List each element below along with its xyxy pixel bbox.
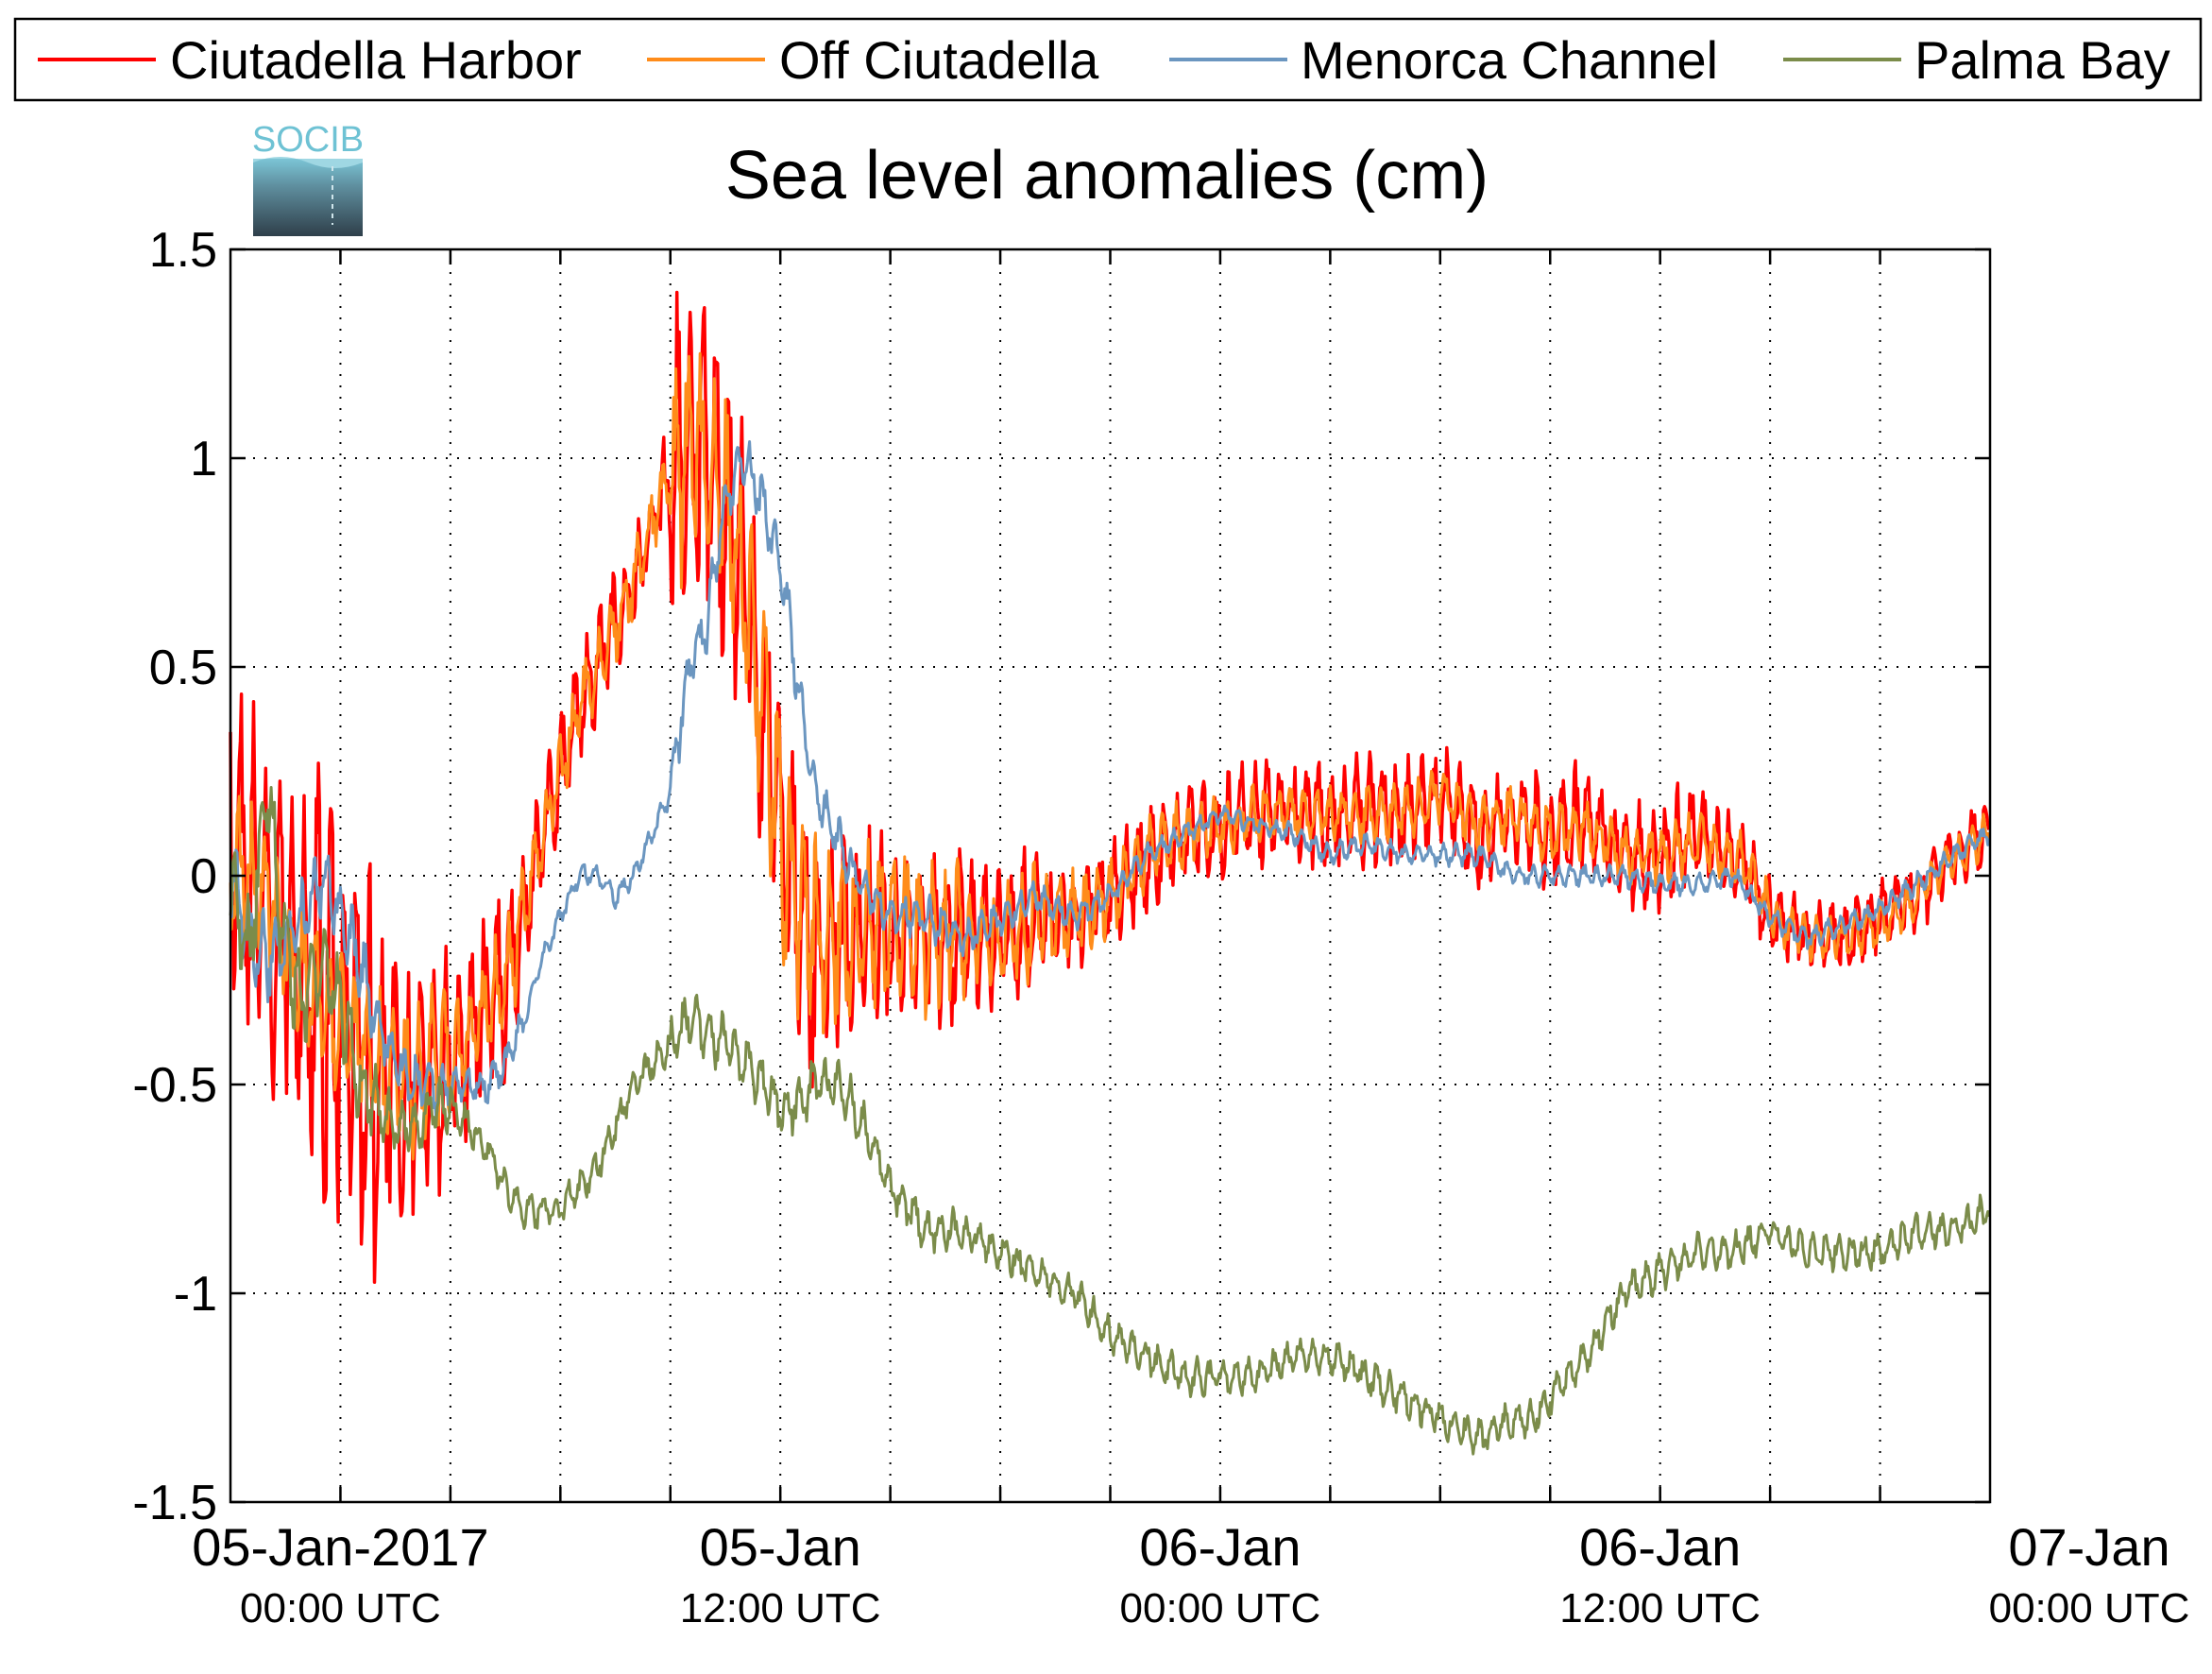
socib-logo: SOCIB [252,120,364,236]
series-line-palma-bay [229,786,1991,1456]
y-tick-label: 1.5 [149,223,217,278]
x-tick-labels: 05-Jan-2017 00:00 UTC 05-Jan 12:00 UTC 06-Ja… [192,1517,2189,1631]
legend-label-ciutadella-harbor: Ciutadella Harbor [170,30,582,90]
tick-layer [230,248,1990,1504]
x-tick-time-label: 12:00 UTC [680,1585,881,1631]
x-tick-time-label: 12:00 UTC [1559,1585,1761,1631]
series-line-menorca-channel [230,440,1991,1119]
x-tick-date-label: 06-Jan [1139,1517,1301,1577]
y-tick-label: -1 [174,1267,217,1322]
socib-logo-wave [253,157,363,168]
socib-logo-block [253,159,363,236]
x-tick-time-label: 00:00 UTC [240,1585,441,1631]
x-tick-date-label: 05-Jan [700,1517,861,1577]
y-tick-label: -1.5 [132,1476,217,1530]
y-tick-labels: -1.5 -1 -0.5 0 0.5 1 1.5 [132,223,217,1530]
x-tick-date-label: 06-Jan [1579,1517,1741,1577]
x-tick-time-label: 00:00 UTC [1989,1585,2190,1631]
socib-logo-text: SOCIB [252,120,364,160]
grid-layer [230,249,1990,1502]
x-tick-time-label: 00:00 UTC [1120,1585,1321,1631]
legend-label-off-ciutadella: Off Ciutadella [779,30,1099,90]
legend: Ciutadella Harbor Off Ciutadella Menorca… [13,17,2203,102]
y-tick-label: 0 [190,849,217,904]
y-tick-label: -0.5 [132,1058,217,1113]
x-tick-date-label: 07-Jan [2008,1517,2169,1577]
x-tick-date-label: 05-Jan-2017 [192,1517,488,1577]
series-line-off-ciutadella [229,351,1991,1161]
chart-title: Sea level anomalies (cm) [725,138,1489,214]
y-tick-label: 0.5 [149,641,217,695]
legend-label-palma-bay: Palma Bay [1914,30,2170,90]
legend-label-menorca-channel: Menorca Channel [1301,30,1718,90]
series-layer [229,290,1991,1456]
y-tick-label: 1 [190,432,217,487]
